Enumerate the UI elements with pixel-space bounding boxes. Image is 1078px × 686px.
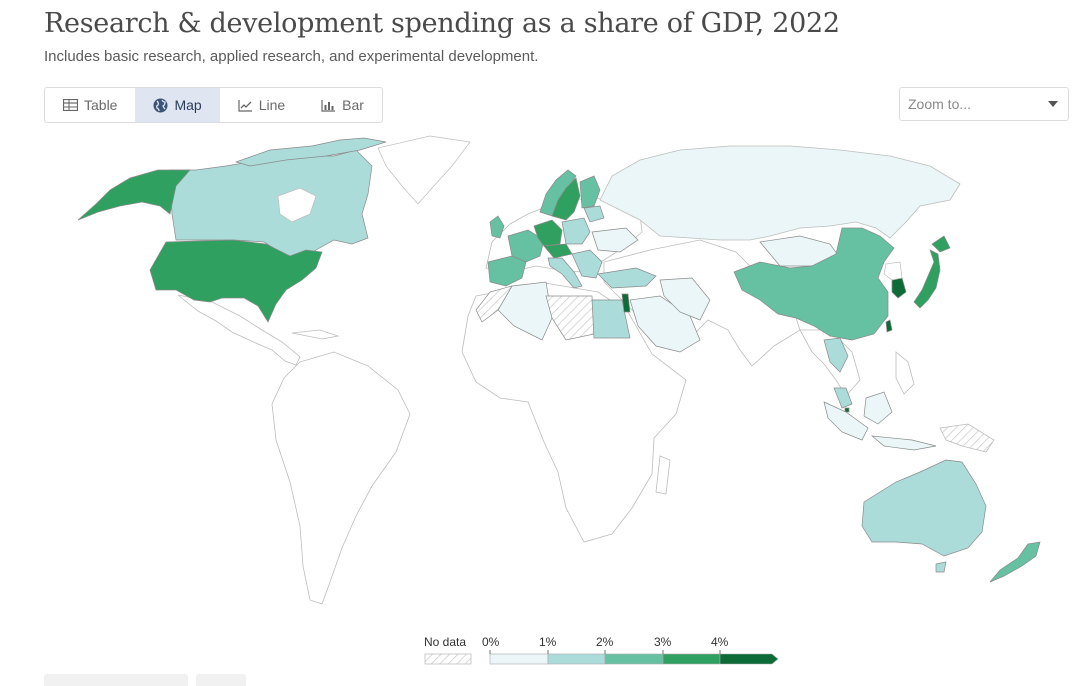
region-taiwan[interactable]	[885, 319, 893, 333]
region-madagascar[interactable]	[655, 455, 671, 495]
region-japan-hokkaido[interactable]	[931, 235, 951, 253]
footer-button[interactable]	[196, 674, 246, 686]
chevron-down-icon	[1048, 101, 1058, 107]
tab-map[interactable]: Map	[135, 88, 220, 122]
region-thailand[interactable]	[823, 337, 849, 373]
tab-map-label: Map	[174, 97, 202, 113]
region-china[interactable]	[733, 227, 895, 341]
region-caribbean[interactable]	[291, 329, 340, 340]
region-balkans[interactable]	[571, 249, 603, 279]
region-sweden[interactable]	[551, 177, 581, 221]
region-tasmania[interactable]	[935, 561, 947, 573]
region-baltics[interactable]	[583, 205, 605, 223]
zoom-select[interactable]: Zoom to...	[899, 87, 1069, 121]
region-turkey[interactable]	[597, 267, 657, 289]
tab-line-label: Line	[258, 97, 286, 113]
legend-bin-swatch	[604, 653, 664, 665]
region-north-korea[interactable]	[883, 261, 903, 281]
region-western-sahara[interactable]	[475, 285, 513, 323]
region-singapore[interactable]	[844, 407, 850, 413]
region-south-america[interactable]	[271, 351, 411, 605]
legend-tick-label: 0%	[482, 635, 500, 649]
region-alaska[interactable]	[77, 169, 191, 221]
legend-tick-label: 4%	[711, 635, 729, 649]
region-greenland	[377, 135, 471, 205]
tab-bar-label: Bar	[342, 97, 364, 113]
region-iran[interactable]	[659, 277, 711, 321]
legend-bin-swatch	[489, 653, 549, 665]
region-italy[interactable]	[547, 257, 583, 289]
region-united-states[interactable]	[149, 239, 323, 323]
region-france[interactable]	[507, 229, 545, 263]
tab-line[interactable]: Line	[220, 88, 303, 122]
region-spain[interactable]	[487, 255, 527, 287]
legend-no-data-label: No data	[424, 635, 466, 649]
zoom-select-placeholder: Zoom to...	[908, 96, 972, 112]
region-canada-arctic[interactable]	[234, 137, 387, 167]
region-united-kingdom[interactable]	[489, 215, 505, 239]
tab-bar[interactable]: Bar	[303, 88, 382, 122]
region-japan[interactable]	[913, 249, 941, 309]
footer-button[interactable]	[44, 674, 188, 686]
region-mexico-central-america[interactable]	[177, 294, 301, 366]
legend-bin-swatch-arrow	[719, 653, 779, 665]
globe-icon	[153, 98, 168, 112]
region-africa[interactable]	[461, 282, 687, 543]
region-philippines[interactable]	[895, 351, 915, 395]
legend-tick-label: 1%	[539, 635, 557, 649]
region-russia[interactable]	[599, 145, 961, 241]
bar-chart-icon	[321, 99, 336, 112]
colored-countries	[77, 135, 1041, 583]
region-libya[interactable]	[545, 295, 595, 341]
region-hudson-bay	[277, 187, 317, 223]
map-legend: No data 0% 1% 2% 3% 4%	[424, 635, 779, 665]
region-poland[interactable]	[561, 217, 591, 245]
legend-bin-swatch	[662, 653, 721, 665]
region-germany[interactable]	[533, 219, 563, 247]
chart-title: Research & development spending as a sha…	[44, 8, 840, 39]
legend-no-data-swatch	[424, 653, 472, 665]
region-indonesia-borneo[interactable]	[863, 391, 893, 425]
legend-tick-label: 3%	[654, 635, 672, 649]
region-papua-new-guinea[interactable]	[939, 423, 995, 453]
chart-subtitle: Includes basic research, applied researc…	[44, 48, 539, 65]
view-tabs: Table Map Line Bar	[44, 87, 383, 123]
table-icon	[63, 99, 78, 111]
region-new-zealand[interactable]	[989, 541, 1041, 583]
line-chart-icon	[238, 99, 252, 112]
legend-tick-label: 2%	[596, 635, 614, 649]
region-finland[interactable]	[579, 175, 601, 209]
legend-bin-swatch	[547, 653, 606, 665]
region-saudi-arabia[interactable]	[629, 295, 701, 353]
region-south-korea[interactable]	[891, 277, 907, 299]
region-egypt[interactable]	[591, 299, 631, 339]
region-ukraine[interactable]	[591, 227, 639, 253]
tab-table-label: Table	[84, 97, 118, 113]
region-israel[interactable]	[621, 293, 631, 313]
tab-table[interactable]: Table	[45, 88, 135, 122]
region-australia[interactable]	[861, 459, 987, 557]
region-indonesia-east[interactable]	[870, 435, 937, 451]
region-malaysia[interactable]	[833, 387, 853, 409]
region-indonesia[interactable]	[823, 401, 869, 441]
